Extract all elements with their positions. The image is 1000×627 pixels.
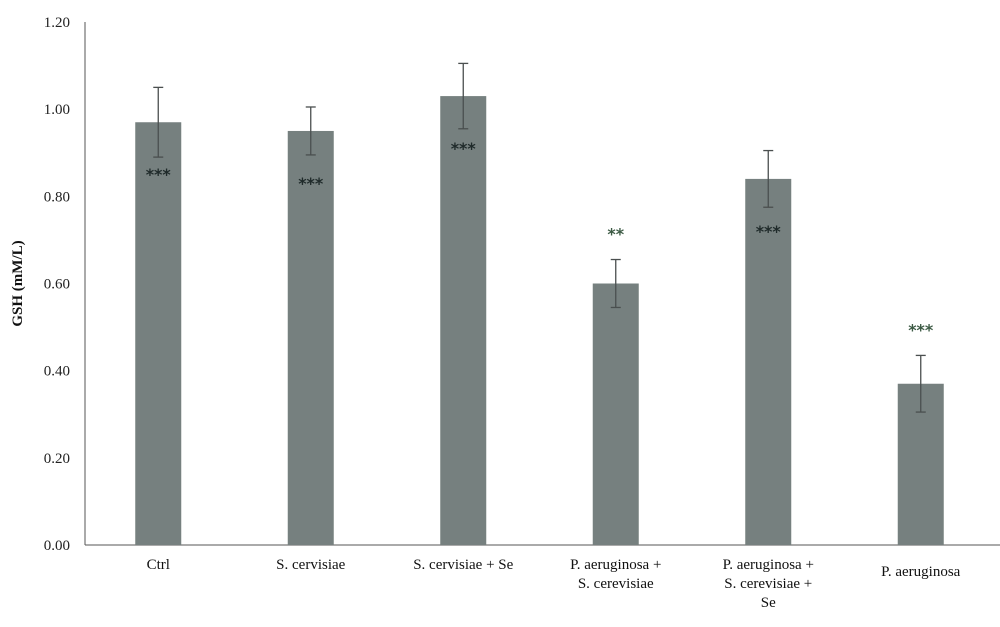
y-tick-label: 0.40 <box>44 364 70 380</box>
x-tick-label: P. aeruginosa + <box>570 557 661 573</box>
significance-label: *** <box>146 165 172 184</box>
x-tick-label: P. aeruginosa + <box>723 557 814 573</box>
significance-label: *** <box>451 139 477 158</box>
significance-label: *** <box>298 174 324 193</box>
x-tick-label: P. aeruginosa <box>881 564 960 580</box>
bar <box>745 178 792 545</box>
y-tick-label: 0.60 <box>44 277 70 293</box>
bar <box>592 283 639 545</box>
x-tick-label: S. cerevisiae <box>578 576 654 592</box>
labels: *** ******** ******Ctrl S. cervisiae S. cerv… <box>146 139 961 611</box>
x-tick-label: Ctrl <box>147 557 170 573</box>
x-tick-label: Se <box>761 595 776 611</box>
bar <box>287 130 334 546</box>
y-tick-label: 1.00 <box>44 102 70 118</box>
y-tick-label: 0.80 <box>44 189 70 205</box>
bar <box>440 96 487 545</box>
x-tick-label: S. cervisiae <box>276 557 345 573</box>
y-tick-label: 0.00 <box>44 538 70 554</box>
significance-label: *** <box>908 320 934 339</box>
y-tick-label: 1.20 <box>44 15 70 31</box>
x-tick-label: S. cervisiae + Se <box>413 557 513 573</box>
significance-label: *** <box>756 222 782 241</box>
bar <box>135 122 182 545</box>
significance-label: ** <box>607 225 624 244</box>
axes: 0.00 0.20 0.40 0.60 0.80 1.00 1.20 GSH (mM/L) <box>10 15 1000 554</box>
x-tick-label: S. cerevisiae + <box>724 576 812 592</box>
bars <box>135 62 944 546</box>
y-tick-label: 0.20 <box>44 451 70 467</box>
y-axis-label: GSH (mM/L) <box>10 240 26 326</box>
